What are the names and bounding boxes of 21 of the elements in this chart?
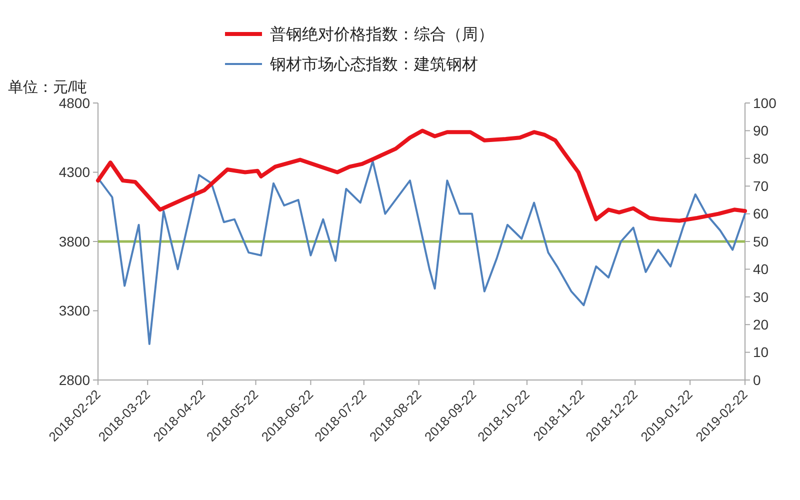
line-series [96, 128, 747, 223]
y2-tick-label: 10 [753, 344, 769, 360]
legend-label: 普钢绝对价格指数：综合（周） [270, 26, 494, 44]
y2-tick-label: 80 [753, 150, 769, 166]
y2-tick-label: 20 [753, 316, 769, 332]
line-series [98, 160, 746, 345]
y2-tick-label: 70 [753, 178, 769, 194]
y2-tick-label: 0 [753, 372, 761, 388]
y2-tick-label: 100 [753, 94, 777, 111]
y2-tick-label: 30 [753, 288, 769, 305]
y-tick-label: 2800 [58, 372, 90, 388]
y-tick-label: 4300 [58, 164, 90, 180]
y2-tick-label: 50 [753, 233, 769, 250]
y-tick-label: 3300 [58, 302, 90, 319]
legend-label: 钢材市场心态指数：建筑钢材 [269, 56, 478, 74]
y2-tick-label: 40 [753, 261, 769, 278]
y-tick-label: 3800 [58, 233, 90, 250]
y-axis-title: 单位：元/吨 [8, 79, 88, 96]
y2-tick-label: 60 [753, 206, 769, 222]
y2-tick-label: 90 [753, 122, 769, 139]
y-tick-label: 4800 [58, 94, 90, 111]
